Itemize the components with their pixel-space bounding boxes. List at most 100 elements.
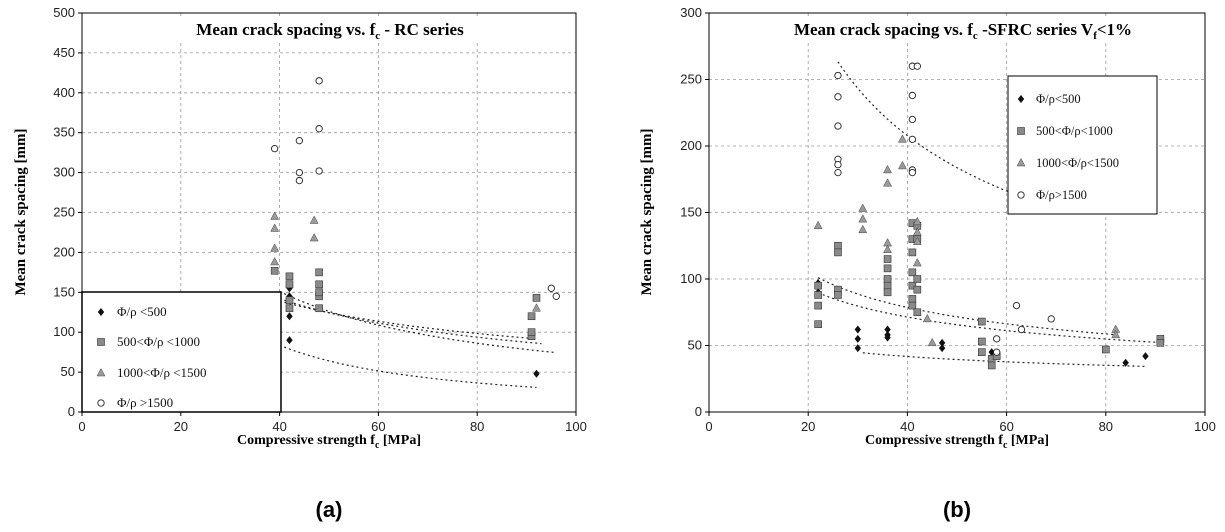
chart-a-points: [270, 77, 560, 378]
chart-b-points: [813, 62, 1165, 370]
data-point-triangle: [927, 337, 937, 347]
data-point-square: [285, 272, 294, 281]
data-point-square: [814, 281, 822, 290]
data-point-square: [814, 320, 822, 329]
chart-a-ytick-label: 250: [53, 205, 75, 220]
legend-marker-circle: [97, 399, 105, 407]
data-point-triangle: [858, 224, 868, 234]
data-point-diamond: [286, 312, 293, 321]
data-point-circle: [315, 125, 323, 133]
data-point-square: [270, 266, 279, 275]
trendline-triangle: [279, 298, 542, 345]
chart-a-xtick-label: 100: [565, 419, 587, 434]
legend-label: 500<Φ/ρ<1000: [1036, 124, 1113, 138]
chart-a-ytick-label: 0: [68, 404, 75, 419]
chart-b-xtick-label: 20: [801, 419, 815, 434]
chart-b-ytick-label: 300: [680, 5, 702, 20]
trendline-triangle: [817, 277, 1116, 336]
data-point-diamond: [884, 333, 891, 342]
data-point-square: [527, 312, 536, 321]
data-point-triangle: [898, 160, 907, 170]
data-point-square: [913, 275, 922, 283]
chart-a-xtick-label: 0: [78, 419, 85, 434]
data-point-square: [315, 304, 323, 313]
chart-a-ytick-label: 50: [61, 364, 75, 379]
data-point-triangle: [270, 256, 280, 266]
data-point-square: [883, 288, 892, 297]
chart-a-ytick-label: 350: [53, 125, 75, 140]
data-point-triangle: [270, 211, 280, 220]
data-point-circle: [834, 160, 842, 169]
chart-a-ytick-label: 150: [53, 284, 75, 299]
legend-marker-square: [97, 338, 105, 346]
chart-b-xtick-label: 40: [900, 419, 914, 434]
chart-b-grid: [709, 13, 1205, 412]
data-point-diamond: [938, 338, 946, 347]
data-point-triangle: [898, 134, 907, 143]
data-point-square: [908, 301, 917, 310]
data-point-triangle: [912, 236, 922, 246]
data-point-square: [908, 295, 917, 303]
data-point-square: [285, 296, 294, 305]
data-point-square: [1156, 339, 1165, 347]
data-point-square: [285, 304, 294, 313]
chart-b: 0 50 100 150 200 250 300 0 20 40 60 80 100 Mean crac…: [639, 5, 1216, 522]
legend-label: Φ/ρ<500: [1036, 92, 1081, 106]
data-point-circle: [295, 137, 304, 145]
chart-a-trendlines: [279, 290, 557, 388]
data-point-diamond: [884, 325, 891, 334]
data-point-square: [883, 275, 892, 283]
data-point-square: [908, 248, 917, 257]
data-point-diamond: [854, 334, 861, 343]
legend-label: 1000<Φ/ρ<1500: [1036, 156, 1119, 170]
data-point-circle: [908, 91, 917, 100]
data-point-circle: [1047, 315, 1055, 323]
data-point-triangle: [1111, 329, 1121, 339]
chart-b-ytick-label: 50: [688, 338, 702, 353]
chart-a-ytick-label: 500: [53, 5, 75, 20]
chart-a-panel-label: (a): [316, 497, 343, 522]
data-point-square: [908, 281, 917, 290]
data-point-square: [913, 285, 922, 294]
data-point-diamond: [938, 344, 946, 353]
data-point-square: [834, 241, 842, 250]
data-point-diamond: [1142, 352, 1149, 361]
chart-a-ytick-label: 200: [53, 244, 75, 259]
legend-box: [1007, 75, 1158, 215]
data-point-square: [814, 291, 822, 299]
data-point-square: [814, 301, 822, 310]
data-point-triangle: [883, 164, 892, 174]
data-point-square: [834, 291, 842, 299]
legend-marker-circle: [1017, 191, 1025, 199]
data-point-circle: [552, 292, 560, 300]
chart-b-ticks: 0 50 100 150 200 250 300 0 20 40 60 80 100: [680, 5, 1216, 434]
data-point-circle: [1012, 301, 1021, 310]
data-point-square: [285, 280, 294, 289]
data-point-square: [315, 280, 323, 289]
chart-a-ytick-label: 400: [53, 85, 75, 100]
data-point-square: [532, 294, 541, 302]
data-point-triangle: [858, 214, 868, 223]
data-point-circle: [271, 145, 279, 153]
data-point-square: [527, 328, 536, 337]
chart-a-ylabel: Mean crack spacing [mm]: [13, 128, 29, 295]
data-point-circle: [834, 93, 842, 101]
legend-marker-diamond: [1017, 95, 1025, 103]
data-point-triangle: [922, 313, 932, 323]
chart-a-ytick-label: 450: [53, 45, 75, 60]
chart-b-ytick-label: 200: [680, 138, 702, 153]
data-point-triangle: [532, 303, 541, 312]
data-point-circle: [295, 168, 304, 177]
data-point-circle: [315, 77, 323, 85]
data-point-circle: [913, 62, 921, 70]
data-point-square: [1102, 345, 1110, 354]
chart-a-title-bg: [118, 17, 540, 43]
chart-a-xtick-label: 40: [272, 419, 286, 434]
data-point-square: [977, 348, 986, 356]
legend-marker-triangle: [1016, 157, 1026, 167]
legend-label: 500<Φ/ρ <1000: [117, 334, 200, 349]
data-point-triangle: [912, 216, 922, 226]
chart-b-ytick-label: 250: [680, 72, 702, 87]
data-point-triangle: [813, 220, 823, 230]
